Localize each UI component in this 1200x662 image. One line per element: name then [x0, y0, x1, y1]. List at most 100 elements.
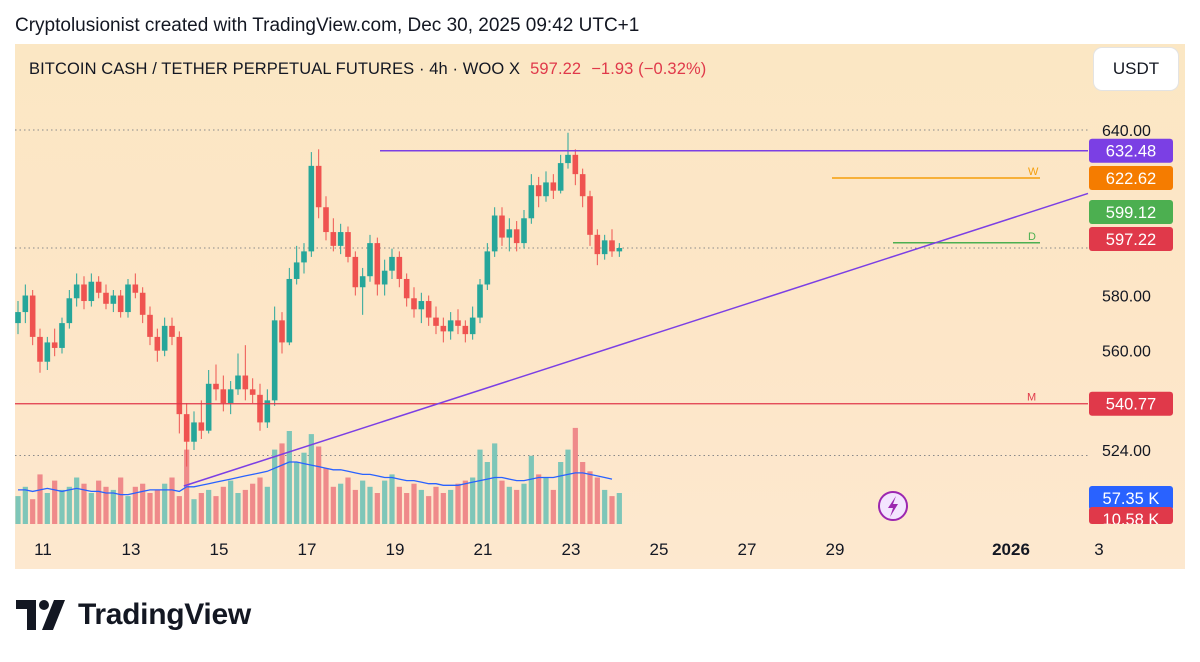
- candle-body: [425, 301, 432, 318]
- candle-body: [440, 325, 447, 332]
- candle-body: [587, 196, 593, 235]
- candle-body: [411, 298, 417, 310]
- grid-lines: [15, 129, 1088, 457]
- ascending-trendline: [183, 192, 1089, 487]
- volume-bar: [418, 489, 424, 524]
- volume-bar: [191, 499, 197, 524]
- drawing-lines[interactable]: W D M: [15, 149, 1089, 487]
- candle-body: [323, 207, 329, 233]
- time-tick-label: 21: [474, 540, 493, 559]
- candle-body: [264, 400, 271, 423]
- price-label-box: [1089, 391, 1173, 416]
- candle-body: [37, 336, 43, 362]
- candle-body: [139, 292, 146, 315]
- candle-body: [286, 278, 293, 343]
- time-tick-label: 15: [210, 540, 229, 559]
- volume-bar: [345, 477, 351, 524]
- volume-bar: [316, 446, 322, 524]
- tradingview-logo-icon: [16, 600, 65, 630]
- volume-bar: [59, 489, 65, 524]
- volume-bar: [250, 483, 256, 524]
- volume-bar: [22, 486, 28, 524]
- volume-bar: [132, 486, 138, 524]
- candle-body: [345, 232, 351, 257]
- candle-body: [521, 218, 527, 244]
- volume-bar: [602, 489, 608, 524]
- volume-bar: [125, 496, 131, 524]
- volume-bars: [15, 427, 622, 524]
- price-axis[interactable]: 640.00 580.00 560.00 524.00: [1102, 123, 1151, 460]
- volume-bar: [235, 493, 241, 524]
- time-tick-label: 3: [1094, 540, 1103, 559]
- symbol-title: BITCOIN CASH / TETHER PERPETUAL FUTURES …: [29, 60, 521, 78]
- volume-bar: [448, 489, 454, 524]
- candle-body: [499, 215, 505, 238]
- volume-bar: [37, 474, 43, 524]
- volume-bar: [228, 480, 234, 524]
- volume-bar: [616, 493, 622, 524]
- candle-body: [81, 284, 87, 302]
- candle-body: [125, 284, 131, 313]
- volume-bar: [455, 483, 461, 524]
- candle-body: [191, 422, 197, 442]
- volume-bar: [264, 486, 270, 524]
- volume-bar: [162, 483, 168, 524]
- candle-body: [103, 292, 109, 304]
- candle-body: [528, 185, 535, 219]
- price-change: −1.93 (−0.32%): [591, 60, 707, 78]
- candle-body: [183, 414, 190, 442]
- volume-bar: [338, 483, 344, 524]
- candle-body: [374, 243, 381, 285]
- candle-body: [73, 284, 80, 299]
- price-tick-label: 640.00: [1102, 123, 1151, 140]
- volume-bar: [499, 480, 505, 524]
- price-labels: 632.48 622.62 599.12 597.22 540.77 57.35 K 10.…: [1089, 138, 1173, 529]
- candle-body: [88, 281, 95, 302]
- symbol-legend: BITCOIN CASH / TETHER PERPETUAL FUTURES …: [29, 60, 706, 79]
- candle-body: [235, 375, 241, 390]
- lightning-icon[interactable]: [878, 491, 908, 521]
- volume-bar: [96, 480, 102, 524]
- candle-body: [257, 394, 263, 423]
- candle-body: [176, 336, 183, 415]
- currency-unit-button[interactable]: USDT: [1094, 48, 1178, 90]
- candle-body: [389, 256, 395, 271]
- volume-bar: [286, 431, 292, 524]
- time-tick-label: 11: [34, 540, 52, 559]
- time-tick-label: 19: [386, 540, 405, 559]
- candle-body: [330, 232, 337, 246]
- volume-bar: [462, 480, 468, 524]
- candle-body: [271, 320, 278, 401]
- volume-bar: [272, 449, 278, 524]
- volume-bar: [565, 449, 571, 524]
- candle-body: [477, 284, 483, 318]
- volume-bar: [404, 493, 410, 524]
- candle-body: [359, 276, 366, 288]
- price-label-text: 599.12: [1106, 204, 1156, 222]
- last-price: 597.22: [530, 60, 582, 78]
- price-label-text: 10.58 K: [1103, 511, 1160, 529]
- candle-body: [337, 232, 344, 246]
- candle-body: [491, 215, 498, 252]
- volume-bar: [213, 496, 219, 524]
- time-tick-label: 2026: [992, 540, 1030, 559]
- time-axis[interactable]: 11 13 15 17 19 21 23 25 27 29 2026 3: [34, 540, 1104, 559]
- chart-panel[interactable]: [15, 44, 1185, 569]
- volume-bar: [323, 468, 329, 524]
- candle-body: [352, 256, 359, 288]
- candle-body: [301, 251, 307, 263]
- candle-body: [367, 243, 373, 277]
- volume-bar: [587, 471, 593, 524]
- volume-bar: [470, 477, 476, 524]
- candle-body: [396, 256, 403, 279]
- tradingview-logo[interactable]: TradingView: [16, 598, 251, 632]
- candle-body: [15, 312, 21, 324]
- time-tick-label: 13: [122, 540, 141, 559]
- volume-bar: [301, 452, 307, 524]
- volume-bar: [367, 486, 373, 524]
- candle-body: [543, 182, 549, 197]
- candle-body: [315, 165, 322, 208]
- candle-body: [220, 389, 227, 404]
- candle-body: [418, 301, 425, 310]
